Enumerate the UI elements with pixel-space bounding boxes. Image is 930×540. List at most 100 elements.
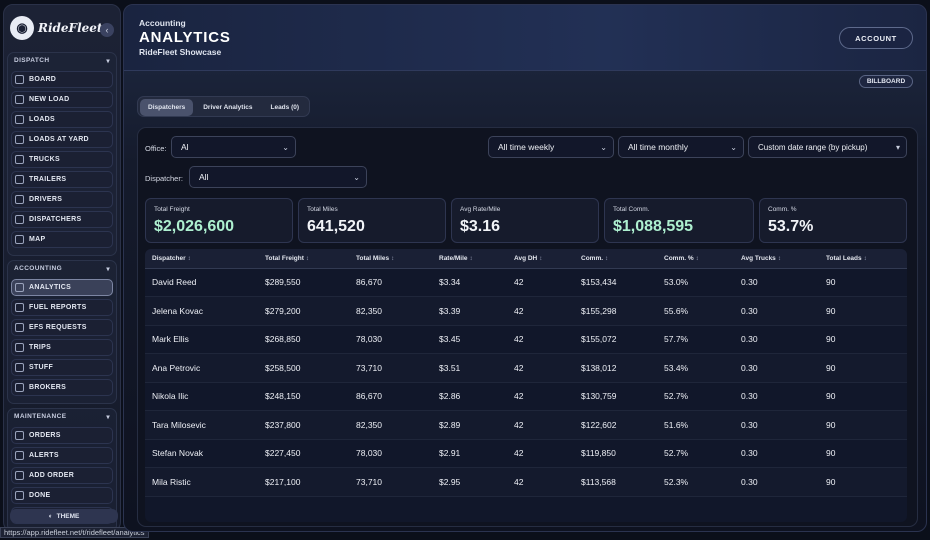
kpi-label: Total Comm. [613,206,650,213]
theme-button[interactable]: ◐ THEME [10,509,118,523]
sidebar-item-dispatchers[interactable]: DISPATCHERS [11,211,113,228]
table-cell: Ana Petrovic [145,353,258,383]
table-cell: 53.0% [657,268,734,297]
sort-icon: ↕ [305,255,309,262]
sidebar-item-label: ANALYTICS [29,284,72,291]
sidebar-item-efs-requests[interactable]: EFS REQUESTS [11,319,113,336]
table-cell: 55.6% [657,296,734,326]
collapse-sidebar-button[interactable]: ‹ [100,23,114,37]
column-header-comm-[interactable]: Comm. ↕ [574,249,657,269]
table-cell: $3.51 [432,353,507,383]
sidebar-item-trips[interactable]: TRIPS [11,339,113,356]
sidebar-item-label: ALERTS [29,452,59,459]
table-row[interactable]: Jelena Kovac $279,200 82,350 $3.39 42 $155,29… [145,296,907,326]
sidebar-item-brokers[interactable]: BROKERS [11,379,113,396]
bell-icon [15,451,24,460]
column-header-avg-trucks[interactable]: Avg Trucks ↕ [734,249,819,269]
table-header-row: Dispatcher ↕ Total Freight ↕ Total Miles ↕ Rat… [145,249,907,269]
sidebar-item-trailers[interactable]: TRAILERS [11,171,113,188]
column-header-dispatcher[interactable]: Dispatcher ↕ [145,249,258,269]
sidebar: ◉ RideFleet ‹ DISPATCH ▾ BOARD NEW LOAD LOAD… [3,4,121,532]
column-header-total-miles[interactable]: Total Miles ↕ [349,249,432,269]
table-cell: $268,850 [258,325,349,354]
column-header-total-leads[interactable]: Total Leads ↕ [819,249,907,269]
monthly-select[interactable]: All time monthly ⌄ [618,136,744,158]
sidebar-item-orders[interactable]: ORDERS [11,427,113,444]
table-row[interactable]: Ana Petrovic $258,500 73,710 $3.51 42 $138,01… [145,353,907,383]
table-cell: 90 [819,353,907,383]
sidebar-item-map[interactable]: MAP [11,231,113,248]
table-row[interactable]: Tara Milosevic $237,800 82,350 $2.89 42 $122,… [145,410,907,440]
sidebar-item-fuel-reports[interactable]: FUEL REPORTS [11,299,113,316]
sidebar-item-label: DONE [29,492,51,499]
dispatcher-label: Dispatcher: [145,174,183,183]
sidebar-item-drivers[interactable]: DRIVERS [11,191,113,208]
table-row[interactable]: Nikola Ilic $248,150 86,670 $2.86 42 $130,759… [145,382,907,411]
column-header-label: Total Miles [356,254,390,262]
route-icon [15,343,24,352]
table-cell: 42 [507,410,574,440]
table-row[interactable]: Stefan Novak $227,450 78,030 $2.91 42 $119,85… [145,439,907,468]
brand[interactable]: ◉ RideFleet ‹ [4,5,120,50]
table-cell: 42 [507,268,574,297]
column-header-total-freight[interactable]: Total Freight ↕ [258,249,349,269]
nav-section-header[interactable]: DISPATCH ▾ [11,55,113,68]
table-row[interactable]: Mila Ristic $217,100 73,710 $2.95 42 $113,568… [145,467,907,497]
status-url: https://app.ridefleet.net/t/ridefleet/an… [0,527,149,538]
date-range-value: Custom date range (by pickup) [758,142,868,152]
table-cell: Jelena Kovac [145,296,258,326]
sidebar-item-label: DRIVERS [29,196,63,203]
table-cell: 52.7% [657,382,734,411]
kpi-avg-rate-mile: Avg Rate/Mile $3.16 [451,198,599,243]
billboard-button[interactable]: BILLBOARD [859,75,913,88]
sidebar-item-loads-at-yard[interactable]: LOADS AT YARD [11,131,113,148]
plus-icon [15,95,24,104]
table-row[interactable]: Mark Ellis $268,850 78,030 $3.45 42 $155,072 5… [145,325,907,354]
table-cell: 90 [819,296,907,326]
kpi-value: 641,520 [307,218,365,235]
breadcrumb[interactable]: Accounting [139,18,186,28]
tab-leads[interactable]: Leads (0) [270,104,300,111]
kpi-total-freight: Total Freight $2,026,600 [145,198,293,243]
sidebar-item-board[interactable]: BOARD [11,71,113,88]
kpi-label: Avg Rate/Mile [460,206,501,213]
sidebar-item-done[interactable]: DONE [11,487,113,504]
office-value: Al [181,142,189,152]
table-cell: 42 [507,325,574,354]
tab-dispatchers[interactable]: Dispatchers [140,99,194,116]
weekly-select[interactable]: All time weekly ⌄ [488,136,614,158]
main-content: Accounting ANALYTICS RideFleet Showcase … [123,4,927,532]
date-range-select[interactable]: Custom date range (by pickup) ▾ [748,136,907,158]
table-cell: 0.30 [734,268,819,297]
column-header-avg-dh[interactable]: Avg DH ↕ [507,249,574,269]
nav-section-header[interactable]: MAINTENANCE ▾ [11,411,113,424]
tab-driver-analytics[interactable]: Driver Analytics [203,104,253,111]
table-cell: $279,200 [258,296,349,326]
table-cell: 73,710 [349,353,432,383]
nav-section-accounting: ACCOUNTING ▾ ANALYTICS FUEL REPORTS EFS REQU… [7,260,117,404]
column-header-rate-mile[interactable]: Rate/Mile ↕ [432,249,507,269]
sidebar-item-analytics[interactable]: ANALYTICS [11,279,113,296]
sidebar-item-add-order[interactable]: ADD ORDER [11,467,113,484]
table-cell: $138,012 [574,353,657,383]
sidebar-item-loads[interactable]: LOADS [11,111,113,128]
sidebar-item-alerts[interactable]: ALERTS [11,447,113,464]
sidebar-item-stuff[interactable]: STUFF [11,359,113,376]
nav-section-dispatch: DISPATCH ▾ BOARD NEW LOAD LOADS LOADS AT YARD… [7,52,117,256]
office-select[interactable]: Al ⌄ [171,136,296,158]
folder-icon [15,363,24,372]
account-button[interactable]: ACCOUNT [839,27,913,49]
sort-icon: ↕ [777,255,781,262]
kpi-value: $3.16 [460,218,501,235]
brand-name: RideFleet [38,20,103,35]
nav-section-header[interactable]: ACCOUNTING ▾ [11,263,113,276]
column-header-comm-[interactable]: Comm. % ↕ [657,249,734,269]
kpi-label: Comm. % [768,206,797,213]
theme-icon: ◐ [48,512,53,520]
sidebar-item-new-load[interactable]: NEW LOAD [11,91,113,108]
dispatcher-select[interactable]: All ⌄ [189,166,367,188]
sidebar-item-trucks[interactable]: TRUCKS [11,151,113,168]
table-row[interactable]: David Reed $289,550 86,670 $3.34 42 $153,434 5… [145,268,907,297]
sidebar-item-label: STUFF [29,364,54,371]
tab-bar: Dispatchers Driver Analytics Leads (0) [137,96,311,117]
